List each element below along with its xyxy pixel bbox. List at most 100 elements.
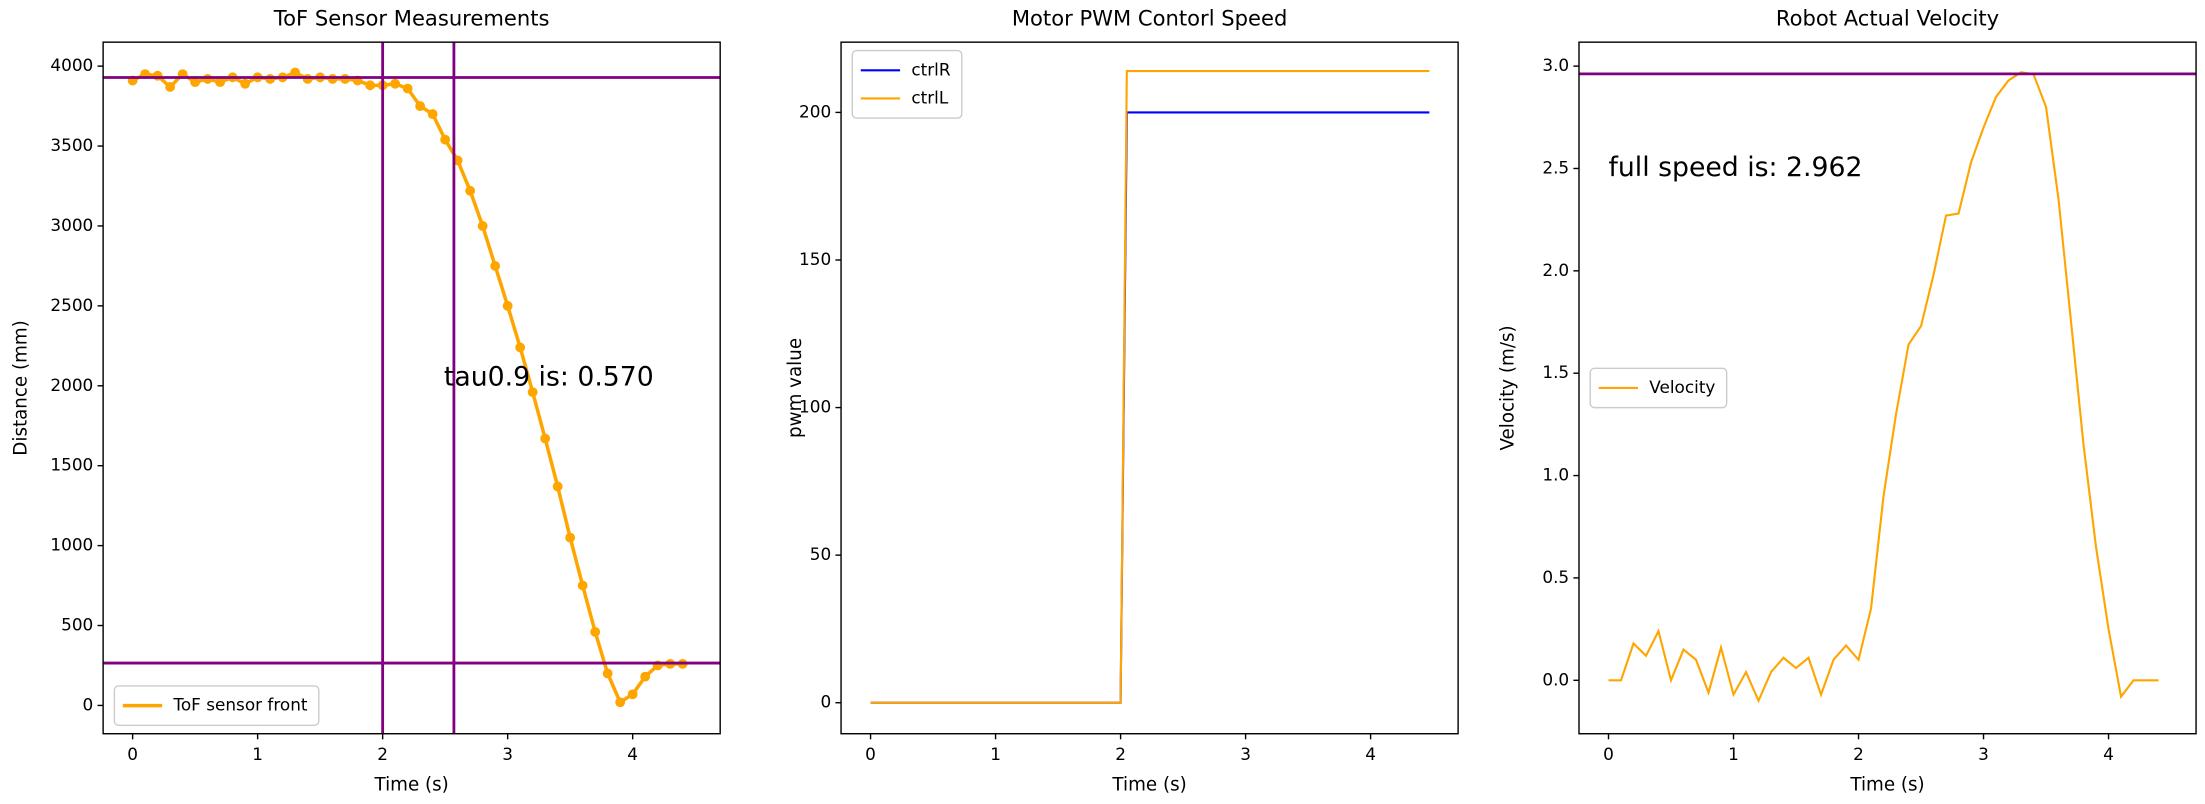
point [415,101,426,112]
point [602,668,613,679]
x-tick-label: 4 [1365,744,1376,764]
x-tick-label: 2 [1115,744,1126,764]
x-tick-label: 2 [377,744,388,764]
point [502,300,513,311]
x-tick-label: 4 [2103,744,2114,764]
point [215,77,226,88]
plot-area [870,70,1430,704]
y-tick-label: 4000 [50,55,93,75]
y-tick-label: 3000 [50,215,93,235]
y-tick-label: 0 [820,692,831,712]
x-tick-label: 1 [252,744,263,764]
point [565,532,576,543]
x-tick-label: 2 [1853,744,1864,764]
y-tick-label: 0.0 [1542,669,1569,689]
y-tick-label: 2.0 [1542,260,1569,280]
point [152,70,163,81]
legend-label: ToF sensor front [172,695,308,715]
point [515,342,526,353]
legend: Velocity [1589,367,1728,409]
point [552,481,563,492]
point [627,689,638,700]
series-line [870,70,1430,704]
point [402,83,413,94]
x-tick-label: 4 [627,744,638,764]
legend-box [851,49,963,119]
y-tick-label: 2.5 [1542,157,1569,177]
y-tick-label: 50 [810,544,831,564]
point [540,433,551,444]
x-tick-label: 1 [990,744,1001,764]
x-tick-label: 3 [1240,744,1251,764]
x-tick-label: 3 [1978,744,1989,764]
point [327,74,338,84]
annotation: full speed is: 2.962 [1608,152,1862,183]
y-tick-label: 2000 [50,375,93,395]
point [427,109,438,120]
x-tick-label: 0 [1603,744,1614,764]
point [190,77,201,88]
y-tick-label: 150 [799,249,831,269]
x-tick-label: 3 [502,744,513,764]
x-axis-label: Time (s) [1849,775,1924,796]
point [340,74,351,84]
chart-title: ToF Sensor Measurements [273,6,550,31]
x-axis-label: Time (s) [374,775,449,796]
point [240,78,251,89]
axes-frame [102,41,721,735]
x-tick-label: 1 [1728,744,1739,764]
series-line [1608,71,2159,704]
y-tick-label: 200 [799,101,831,121]
y-axis-label: Distance (mm) [11,320,32,456]
point [590,626,601,637]
y-tick-label: 1.0 [1542,465,1569,485]
x-tick-label: 0 [865,744,876,764]
legend: ctrlR ctrlL [851,49,963,119]
subplot: ToF Sensor Measurements Time (s) Distance … [11,6,721,796]
subplot: Motor PWM Contorl Speed Time (s) pwm value… [785,6,1459,796]
legend-label: ctrlR [911,59,950,79]
y-tick-label: 0.5 [1542,567,1569,587]
legend-label: ctrlL [911,87,948,107]
point [302,74,313,84]
legend-box [113,685,320,726]
point [490,260,501,271]
y-tick-label: 3.0 [1542,55,1569,75]
x-tick-label: 0 [127,744,138,764]
axes-frame [840,41,1459,735]
plot-area [103,42,721,734]
axes-frame [1578,41,2197,735]
point [577,580,588,591]
series-line [870,111,1430,704]
point [290,67,301,78]
chart-title: Robot Actual Velocity [1776,6,1999,31]
y-tick-label: 1.5 [1542,362,1569,382]
legend: ToF sensor front [113,685,320,726]
annotation: tau0.9 is: 0.570 [444,361,654,392]
point [440,134,451,145]
point [202,74,213,84]
y-tick-label: 2500 [50,295,93,315]
point [477,221,488,231]
point [640,671,651,682]
plot-area [1578,71,2197,704]
y-axis-label: Velocity (m/s) [1498,325,1519,450]
y-tick-label: 1000 [50,535,93,555]
x-axis-label: Time (s) [1111,775,1186,796]
point [165,81,176,92]
point [365,80,376,91]
subplot: Robot Actual Velocity Time (s) Velocity (m… [1498,6,2197,796]
y-tick-label: 500 [61,615,93,635]
legend-box [1589,367,1728,409]
y-tick-label: 100 [799,397,831,417]
point [527,387,538,398]
y-tick-label: 3500 [50,135,93,155]
point [265,74,276,84]
legend-label: Velocity [1649,377,1715,397]
point [615,697,626,708]
y-tick-label: 1500 [50,455,93,475]
chart-title: Motor PWM Contorl Speed [1012,6,1287,31]
y-tick-label: 0 [83,694,94,714]
y-axis-label: pwm value [785,338,806,438]
